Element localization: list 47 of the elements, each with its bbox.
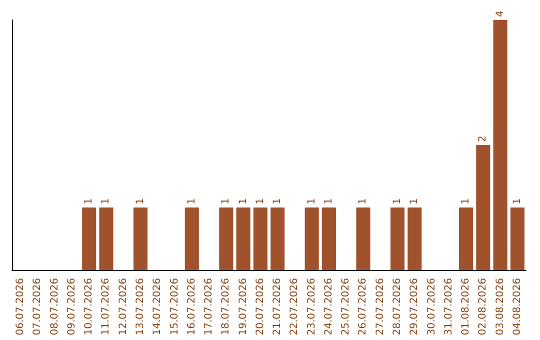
x-tick-label: 28.07.2026 bbox=[392, 278, 403, 336]
x-tick-label: 07.07.2026 bbox=[32, 278, 44, 336]
data-label: 2 bbox=[478, 136, 489, 142]
x-tick-label: 30.07.2026 bbox=[426, 278, 438, 336]
data-label: 1 bbox=[323, 198, 334, 204]
data-label: 1 bbox=[100, 198, 112, 204]
x-tick-label: 25.07.2026 bbox=[340, 278, 352, 336]
data-label: 1 bbox=[392, 198, 403, 204]
x-tick-label: 19.07.2026 bbox=[238, 278, 249, 336]
data-label: 1 bbox=[135, 198, 146, 204]
x-tick-label: 15.07.2026 bbox=[169, 278, 180, 336]
x-tick-label: 03.08.2026 bbox=[494, 278, 506, 336]
data-label: 4 bbox=[494, 10, 506, 17]
x-tick-label: 09.07.2026 bbox=[66, 278, 78, 336]
x-tick-label: 31.07.2026 bbox=[443, 278, 454, 336]
x-tick-label: 13.07.2026 bbox=[135, 278, 146, 336]
x-tick-label: 26.07.2026 bbox=[358, 278, 369, 336]
x-tick-label: 14.07.2026 bbox=[152, 278, 164, 336]
data-label: 1 bbox=[358, 198, 369, 204]
data-label: 1 bbox=[238, 198, 249, 204]
x-tick-label: 17.07.2026 bbox=[204, 278, 215, 336]
x-tick-label: 22.07.2026 bbox=[289, 278, 300, 336]
x-tick-label: 27.07.2026 bbox=[374, 278, 386, 336]
x-tick-label: 11.07.2026 bbox=[100, 278, 112, 336]
x-tick-label: 16.07.2026 bbox=[186, 278, 198, 336]
x-tick-label: 08.07.2026 bbox=[49, 278, 60, 336]
x-tick-label: 02.08.2026 bbox=[478, 278, 489, 336]
data-label: 1 bbox=[272, 198, 284, 204]
x-tick-label: 18.07.2026 bbox=[220, 278, 232, 336]
x-tick-label: 24.07.2026 bbox=[323, 278, 334, 336]
x-tick-label: 04.08.2026 bbox=[512, 278, 523, 336]
x-tick-label: 06.07.2026 bbox=[15, 278, 26, 336]
x-tick-label: 23.07.2026 bbox=[306, 278, 318, 336]
data-label: 1 bbox=[186, 198, 198, 204]
x-tick-label: 01.08.2026 bbox=[460, 278, 472, 336]
x-tick-label: 12.07.2026 bbox=[118, 278, 129, 336]
data-label: 1 bbox=[84, 198, 95, 204]
data-label: 1 bbox=[512, 198, 523, 204]
data-label: 1 bbox=[220, 198, 232, 204]
x-tick-label: 21.07.2026 bbox=[272, 278, 284, 336]
data-label: 1 bbox=[460, 198, 472, 204]
x-tick-label: 20.07.2026 bbox=[254, 278, 266, 336]
data-label: 1 bbox=[254, 198, 266, 204]
data-label: 1 bbox=[306, 198, 318, 204]
x-tick-label: 29.07.2026 bbox=[409, 278, 420, 336]
x-tick-label: 10.07.2026 bbox=[84, 278, 95, 336]
data-label: 1 bbox=[409, 198, 420, 204]
